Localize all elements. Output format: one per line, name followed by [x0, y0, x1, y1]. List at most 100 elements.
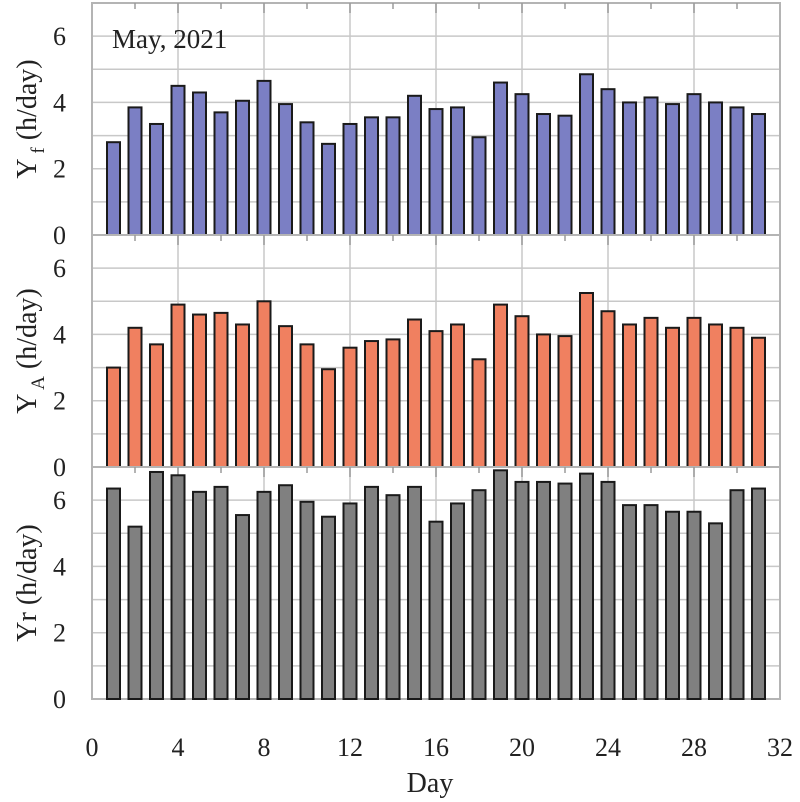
bar — [514, 93, 530, 237]
bar — [665, 103, 680, 237]
bar — [428, 108, 444, 236]
bar — [106, 141, 121, 236]
bar — [149, 343, 164, 468]
bar — [471, 489, 487, 701]
bar — [708, 323, 723, 468]
x-tick-label: 0 — [86, 733, 99, 762]
bar — [149, 122, 164, 236]
y-axis-title: Yr (h/day) — [12, 524, 43, 641]
bar — [342, 502, 358, 701]
bar — [665, 510, 680, 700]
bar — [192, 490, 207, 700]
bar — [299, 500, 315, 700]
y-tick-label: 4 — [53, 320, 66, 349]
bar — [493, 469, 508, 701]
bar — [579, 292, 594, 468]
bar — [557, 114, 573, 236]
bar — [471, 136, 487, 237]
bar — [321, 368, 336, 469]
bar — [364, 116, 379, 236]
y-axis-title-subscript: f — [28, 147, 49, 159]
bar — [600, 88, 616, 236]
bar — [170, 474, 186, 700]
bar — [751, 487, 766, 700]
y-tick-label: 6 — [53, 486, 66, 515]
bar — [192, 91, 207, 236]
bar — [278, 325, 293, 468]
y-axis-title-main: Y — [12, 394, 43, 414]
bar — [106, 366, 121, 469]
x-tick-label: 8 — [258, 733, 271, 762]
y-tick-label: 2 — [53, 387, 66, 416]
bar — [213, 111, 229, 236]
bar — [407, 318, 422, 468]
y-tick-label: 6 — [53, 254, 66, 283]
bar — [729, 106, 745, 236]
bar — [708, 522, 723, 700]
bar — [600, 310, 616, 468]
y-axis-title-unit: (h/day) — [12, 288, 43, 376]
chart-annotation: May, 2021 — [112, 24, 227, 54]
bar — [407, 485, 422, 700]
bar — [407, 94, 422, 236]
y-tick-label: 0 — [53, 685, 66, 714]
bar — [149, 470, 164, 700]
bar — [256, 490, 272, 700]
bar — [450, 502, 465, 701]
x-tick-label: 20 — [509, 733, 535, 762]
bar — [493, 303, 508, 468]
bar — [579, 472, 594, 700]
bar — [428, 330, 444, 468]
bar — [514, 480, 530, 700]
bar — [385, 338, 401, 468]
bar — [385, 116, 401, 236]
x-tick-label: 12 — [337, 733, 363, 762]
y-axis-title: Y A (h/day) — [12, 288, 49, 414]
bar — [514, 315, 530, 469]
bar — [643, 316, 659, 468]
bar — [557, 335, 573, 469]
bar — [256, 300, 272, 468]
bar — [299, 121, 315, 236]
x-axis-title: Day — [407, 768, 454, 799]
bar — [127, 525, 143, 701]
x-tick-label: 24 — [595, 733, 621, 762]
y-axis-title-main: Y — [12, 158, 43, 178]
bar — [364, 485, 379, 700]
bar — [278, 103, 293, 237]
bar — [536, 333, 551, 468]
bar — [708, 101, 723, 236]
bar — [106, 487, 121, 700]
bar — [321, 515, 336, 701]
bar — [170, 303, 186, 468]
bar — [450, 323, 465, 468]
bar — [729, 326, 745, 468]
bar — [557, 482, 573, 701]
bar — [364, 340, 379, 468]
bar — [321, 142, 336, 237]
x-tick-label: 28 — [681, 733, 707, 762]
y-tick-label: 4 — [53, 552, 66, 581]
bar — [342, 346, 358, 468]
bar — [342, 122, 358, 236]
bar — [299, 343, 315, 468]
bar — [536, 113, 551, 236]
bar — [213, 311, 229, 468]
x-tick-label: 16 — [423, 733, 449, 762]
bar — [235, 323, 250, 468]
y-axis-title-subscript: A — [28, 376, 49, 394]
y-axis-title: Y f (h/day) — [12, 59, 49, 178]
y-axis-title-unit: (h/day) — [12, 524, 43, 612]
bar — [622, 504, 637, 700]
bar — [170, 84, 186, 236]
y-axis-title-unit: (h/day) — [12, 59, 43, 147]
y-axis-title-main: Yr — [12, 611, 43, 641]
bar — [213, 485, 229, 700]
x-tick-label: 32 — [767, 733, 793, 762]
bar — [493, 81, 508, 236]
bar — [643, 96, 659, 237]
y-tick-label: 2 — [53, 155, 66, 184]
